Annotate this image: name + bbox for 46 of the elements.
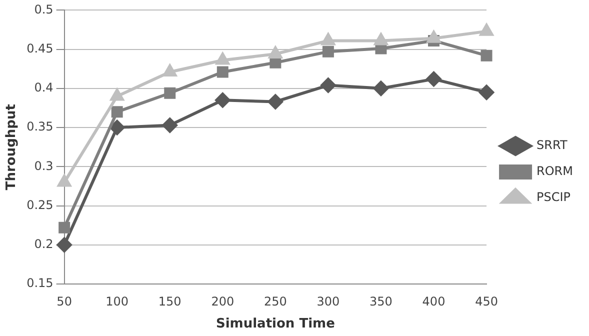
point <box>322 33 335 46</box>
x-tick-label: 50 <box>56 294 72 308</box>
y-tick-label: 0.3 <box>34 158 54 173</box>
point <box>322 46 334 58</box>
point <box>268 94 283 110</box>
point <box>110 88 124 101</box>
y-tick-label: 0.15 <box>26 276 54 290</box>
point <box>427 30 440 43</box>
point <box>480 50 492 62</box>
y-tick-label: 0.5 <box>34 2 54 16</box>
x-tick-label: 150 <box>158 294 182 308</box>
point <box>164 87 176 99</box>
point <box>111 106 123 118</box>
x-tick-label: 200 <box>211 294 234 308</box>
legend-label: SRRT <box>536 138 568 152</box>
point <box>110 120 125 136</box>
x-tick-label: 300 <box>316 294 340 308</box>
y-tick-label: 0.4 <box>34 80 54 95</box>
x-tick-label: 450 <box>475 294 498 308</box>
y-tick-label: 0.2 <box>34 237 54 252</box>
y-axis-title: Throughput <box>4 104 20 190</box>
y-tick-label: 0.45 <box>26 41 54 56</box>
point <box>320 78 336 93</box>
point <box>268 46 282 59</box>
point <box>163 64 177 76</box>
point <box>479 84 494 100</box>
point <box>374 33 388 46</box>
x-tick-label: 100 <box>106 294 129 308</box>
point <box>216 52 230 65</box>
x-tick-label: 250 <box>264 294 287 308</box>
x-tick-label: 350 <box>370 294 392 308</box>
x-tick-label: 400 <box>422 294 446 308</box>
point <box>480 24 494 36</box>
point <box>58 222 70 234</box>
point <box>426 72 442 87</box>
point <box>56 237 72 252</box>
point <box>162 118 178 133</box>
point <box>58 174 72 187</box>
x-axis-title: Simulation Time <box>216 316 336 332</box>
point <box>373 80 388 96</box>
y-tick-label: 0.25 <box>26 198 54 212</box>
legend-label: PSCIP <box>536 190 571 204</box>
y-tick-label: 0.35 <box>26 120 54 134</box>
point <box>216 66 228 78</box>
point <box>215 92 230 108</box>
legend-label: RORM <box>536 164 574 178</box>
